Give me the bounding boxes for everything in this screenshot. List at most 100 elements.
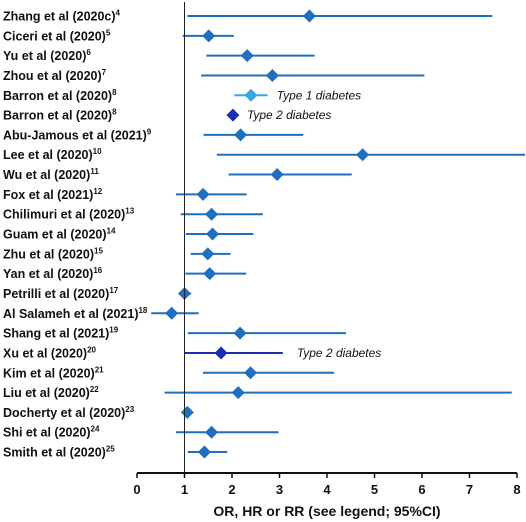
study-ref: 8 [112, 108, 117, 117]
x-tick-label: 4 [323, 482, 331, 497]
study-name: Shang et al (2021) [3, 327, 109, 341]
estimate-diamond [180, 405, 194, 419]
study-label: Shi et al (2020)24 [3, 425, 100, 440]
study-ref: 18 [138, 306, 147, 315]
study-label: Chilimuri et al (2020)13 [3, 207, 135, 222]
study-name: Guam et al (2020) [3, 228, 107, 242]
study-label: Smith et al (2020)25 [3, 445, 115, 460]
study-label: Al Salameh et al (2021)18 [3, 306, 148, 321]
study-ref: 23 [125, 405, 134, 414]
study-ref: 10 [93, 147, 102, 156]
study-name: Kim et al (2020) [3, 366, 95, 380]
study-label: Barron et al (2020)8 [3, 108, 117, 123]
estimate-diamond [201, 247, 215, 261]
estimate-diamond [270, 168, 284, 182]
study-name: Chilimuri et al (2020) [3, 208, 125, 222]
estimate-diamond [240, 49, 254, 63]
annotation-label: Type 2 diabetes [297, 346, 382, 360]
study-ref: 4 [116, 9, 121, 18]
study-ref: 9 [147, 127, 152, 136]
study-ref: 15 [94, 246, 103, 255]
estimate-diamond [206, 227, 220, 241]
estimate-diamond [265, 68, 279, 82]
study-label: Petrilli et al (2020)17 [3, 286, 119, 301]
estimate-diamond [197, 445, 211, 459]
study-ref: 24 [91, 425, 100, 434]
study-ref: 22 [90, 385, 99, 394]
study-name: Zhang et al (2020c) [3, 10, 116, 24]
annotation-label: Type 2 diabetes [247, 108, 332, 122]
study-label: Xu et al (2020)20 [3, 345, 97, 360]
estimate-diamond [205, 207, 219, 221]
estimate-diamond [205, 425, 219, 439]
estimate-diamond [165, 306, 179, 320]
study-name: Liu et al (2020) [3, 386, 90, 400]
study-name: Abu-Jamous et al (2021) [3, 128, 147, 142]
study-label: Guam et al (2020)14 [3, 227, 116, 242]
study-label: Liu et al (2020)22 [3, 385, 99, 400]
study-ref: 7 [102, 68, 107, 77]
study-label: Abu-Jamous et al (2021)9 [3, 127, 152, 142]
study-name: Fox et al (2021) [3, 188, 93, 202]
study-name: Wu et al (2020) [3, 168, 90, 182]
x-tick-label: 3 [276, 482, 283, 497]
study-label: Zhou et al (2020)7 [3, 68, 107, 83]
estimate-diamond [244, 366, 258, 380]
study-label: Fox et al (2021)12 [3, 187, 103, 202]
x-tick-label: 6 [418, 482, 425, 497]
study-label: Wu et al (2020)11 [3, 167, 99, 182]
estimate-diamond [302, 9, 316, 23]
estimate-diamond [202, 29, 216, 43]
study-name: Docherty et al (2020) [3, 406, 125, 420]
study-label: Lee et al (2020)10 [3, 147, 102, 162]
study-name: Smith et al (2020) [3, 446, 106, 460]
study-label: Zhu et al (2020)15 [3, 246, 103, 261]
x-tick-label: 1 [181, 482, 188, 497]
study-ref: 6 [86, 48, 91, 57]
study-name: Ciceri et al (2020) [3, 29, 106, 43]
x-axis-title: OR, HR or RR (see legend; 95%CI) [213, 503, 440, 519]
estimate-diamond [214, 346, 228, 360]
study-ref: 16 [93, 266, 102, 275]
study-name: Yan et al (2020) [3, 267, 93, 281]
x-tick-label: 7 [466, 482, 473, 497]
study-ref: 25 [106, 445, 115, 454]
study-name: Xu et al (2020) [3, 346, 87, 360]
study-label: Docherty et al (2020)23 [3, 405, 135, 420]
estimate-diamond [203, 267, 217, 281]
study-ref: 17 [109, 286, 118, 295]
study-label: Ciceri et al (2020)5 [3, 28, 111, 43]
x-axis: 0 1 2 3 4 5 6 7 8 [133, 472, 521, 497]
study-label: Kim et al (2020)21 [3, 365, 104, 380]
study-ref: 12 [93, 187, 102, 196]
annotations: Type 1 diabetes Type 2 diabetes Type 2 dia… [234, 88, 381, 360]
study-name: Petrilli et al (2020) [3, 287, 109, 301]
estimate-diamond [356, 148, 370, 162]
study-label: Zhang et al (2020c)4 [3, 9, 121, 24]
study-ref: 5 [106, 28, 111, 37]
study-name: Lee et al (2020) [3, 148, 93, 162]
study-ref: 11 [90, 167, 99, 176]
study-name: Barron et al (2020) [3, 89, 112, 103]
study-labels: Zhang et al (2020c)4 Ciceri et al (2020)5… [3, 9, 152, 460]
annotation-label: Type 1 diabetes [277, 88, 362, 102]
estimate-diamond [233, 326, 247, 340]
study-label: Barron et al (2020)8 [3, 88, 117, 103]
estimate-diamond [234, 128, 248, 142]
study-name: Al Salameh et al (2021) [3, 307, 138, 321]
estimate-diamond [231, 386, 245, 400]
x-tick-label: 5 [371, 482, 378, 497]
study-label: Shang et al (2021)19 [3, 326, 119, 341]
study-ref: 20 [87, 345, 96, 354]
estimate-diamond [226, 108, 240, 122]
x-tick-label: 8 [513, 482, 520, 497]
estimate-diamond [196, 187, 210, 201]
study-ref: 21 [95, 365, 104, 374]
study-name: Zhou et al (2020) [3, 69, 102, 83]
study-ref: 8 [112, 88, 117, 97]
x-tick-label: 2 [228, 482, 235, 497]
study-name: Zhu et al (2020) [3, 247, 94, 261]
study-ref: 14 [107, 227, 116, 236]
x-tick-label: 0 [133, 482, 140, 497]
